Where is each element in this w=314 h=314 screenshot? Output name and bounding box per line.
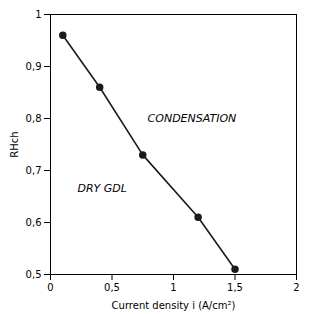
svg-text:RHch: RHch bbox=[9, 131, 20, 157]
svg-text:1,5: 1,5 bbox=[227, 282, 243, 293]
svg-text:0,5: 0,5 bbox=[26, 269, 42, 280]
svg-text:Current density i (A/cm²): Current density i (A/cm²) bbox=[112, 300, 236, 311]
svg-text:DRY GDL: DRY GDL bbox=[77, 182, 126, 195]
svg-text:0: 0 bbox=[47, 282, 53, 293]
svg-text:CONDENSATION: CONDENSATION bbox=[148, 112, 237, 125]
svg-text:1: 1 bbox=[170, 282, 176, 293]
svg-text:0,6: 0,6 bbox=[26, 217, 42, 228]
svg-text:0,8: 0,8 bbox=[26, 113, 42, 124]
svg-text:0,7: 0,7 bbox=[26, 165, 42, 176]
svg-text:0,9: 0,9 bbox=[26, 61, 42, 72]
svg-text:2: 2 bbox=[293, 282, 299, 293]
svg-text:0,5: 0,5 bbox=[104, 282, 120, 293]
svg-text:1: 1 bbox=[35, 9, 41, 20]
